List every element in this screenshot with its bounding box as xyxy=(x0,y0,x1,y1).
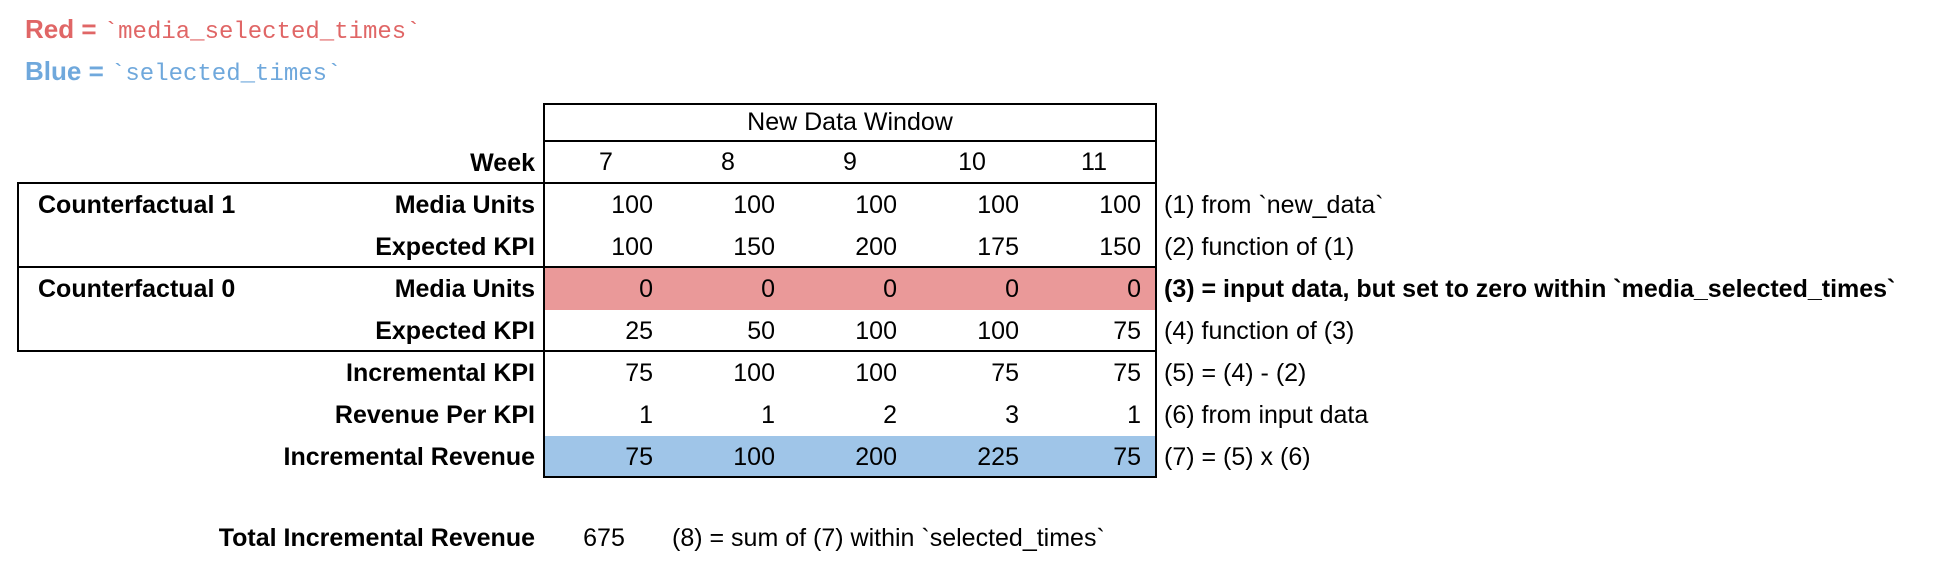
table-row-media-units-cf0-highlighted-red: 0 0 0 0 0 xyxy=(545,268,1155,310)
annotation-8: (8) = sum of (7) within `selected_times` xyxy=(672,524,1105,552)
row-label-media-units-cf1: Media Units xyxy=(394,191,535,219)
group-label-counterfactual-0: Counterfactual 0 xyxy=(38,275,236,303)
row-label-incremental-revenue: Incremental Revenue xyxy=(283,443,536,471)
legend-red-line: Red = `media_selected_times` xyxy=(25,10,421,52)
cell-value: 225 xyxy=(977,443,1019,471)
week-row-label: Week xyxy=(470,149,535,177)
cell-value: 100 xyxy=(611,191,653,219)
legend-blue-line: Blue = `selected_times` xyxy=(25,52,421,94)
cell-value: 150 xyxy=(733,233,775,261)
cell-value: 1 xyxy=(761,401,775,429)
cell-value: 100 xyxy=(977,191,1019,219)
cell-value: 1 xyxy=(1127,401,1141,429)
cell-value: 100 xyxy=(611,233,653,261)
cell-value: 25 xyxy=(625,317,653,345)
cell-value: 100 xyxy=(977,317,1019,345)
cell-value: 175 xyxy=(977,233,1019,261)
cell-value: 200 xyxy=(855,443,897,471)
annotation-7: (7) = (5) x (6) xyxy=(1164,443,1311,471)
cell-value: 100 xyxy=(733,443,775,471)
data-table: New Data Window 7 8 9 10 11 100 100 100 … xyxy=(543,103,1157,478)
legend-blue-label: Blue = xyxy=(25,56,111,86)
cell-value: 0 xyxy=(1005,275,1019,303)
cell-value: 50 xyxy=(747,317,775,345)
cell-value: 2 xyxy=(883,401,897,429)
group-label-counterfactual-1: Counterfactual 1 xyxy=(38,191,236,219)
table-row-revenue-per-kpi: 1 1 2 3 1 xyxy=(545,394,1155,436)
row-label-media-units-cf0: Media Units xyxy=(394,275,535,303)
week-number: 8 xyxy=(721,148,735,176)
week-number-row: 7 8 9 10 11 xyxy=(545,142,1155,184)
table-row-incremental-revenue-highlighted-blue: 75 100 200 225 75 xyxy=(545,436,1155,478)
cell-value: 75 xyxy=(625,443,653,471)
cell-value: 75 xyxy=(1113,359,1141,387)
cell-value: 100 xyxy=(855,191,897,219)
cell-value: 100 xyxy=(855,359,897,387)
cell-value: 75 xyxy=(625,359,653,387)
cell-value: 100 xyxy=(855,317,897,345)
table-header-row: New Data Window xyxy=(545,103,1155,142)
table-row-expected-kpi-cf0: 25 50 100 100 75 xyxy=(545,310,1155,352)
cell-value: 75 xyxy=(1113,317,1141,345)
annotation-3: (3) = input data, but set to zero within… xyxy=(1164,275,1896,303)
total-incremental-revenue-label: Total Incremental Revenue xyxy=(218,524,535,552)
cell-value: 75 xyxy=(991,359,1019,387)
cell-value: 0 xyxy=(883,275,897,303)
table-header-title: New Data Window xyxy=(747,108,953,136)
cell-value: 150 xyxy=(1099,233,1141,261)
cell-value: 75 xyxy=(1113,443,1141,471)
row-label-incremental-kpi: Incremental KPI xyxy=(346,359,535,387)
annotation-6: (6) from input data xyxy=(1164,401,1369,429)
annotation-4: (4) function of (3) xyxy=(1164,317,1355,345)
cell-value: 100 xyxy=(733,359,775,387)
week-number: 9 xyxy=(843,148,857,176)
counterfactual-0-box xyxy=(17,268,543,352)
annotation-5: (5) = (4) - (2) xyxy=(1164,359,1307,387)
total-incremental-revenue-value: 675 xyxy=(583,524,625,552)
cell-value: 100 xyxy=(733,191,775,219)
week-number: 10 xyxy=(958,148,986,176)
cell-value: 3 xyxy=(1005,401,1019,429)
row-label-expected-kpi-cf0: Expected KPI xyxy=(375,317,535,345)
legend-red-label: Red = xyxy=(25,14,104,44)
row-label-revenue-per-kpi: Revenue Per KPI xyxy=(334,401,535,429)
legend-red-code: `media_selected_times` xyxy=(103,19,421,46)
counterfactual-1-box xyxy=(17,182,543,268)
annotation-2: (2) function of (1) xyxy=(1164,233,1355,261)
week-number: 11 xyxy=(1081,148,1107,176)
row-label-expected-kpi-cf1: Expected KPI xyxy=(375,233,535,261)
cell-value: 0 xyxy=(1127,275,1141,303)
annotation-1: (1) from `new_data` xyxy=(1164,191,1384,219)
cell-value: 1 xyxy=(639,401,653,429)
legend: Red = `media_selected_times` Blue = `sel… xyxy=(25,10,421,94)
cell-value: 200 xyxy=(855,233,897,261)
table-row-expected-kpi-cf1: 100 150 200 175 150 xyxy=(545,226,1155,268)
table-row-media-units-cf1: 100 100 100 100 100 xyxy=(545,184,1155,226)
legend-blue-code: `selected_times` xyxy=(110,61,342,88)
cell-value: 0 xyxy=(639,275,653,303)
week-number: 7 xyxy=(599,148,613,176)
cell-value: 0 xyxy=(761,275,775,303)
table-row-incremental-kpi: 75 100 100 75 75 xyxy=(545,352,1155,394)
cell-value: 100 xyxy=(1099,191,1141,219)
